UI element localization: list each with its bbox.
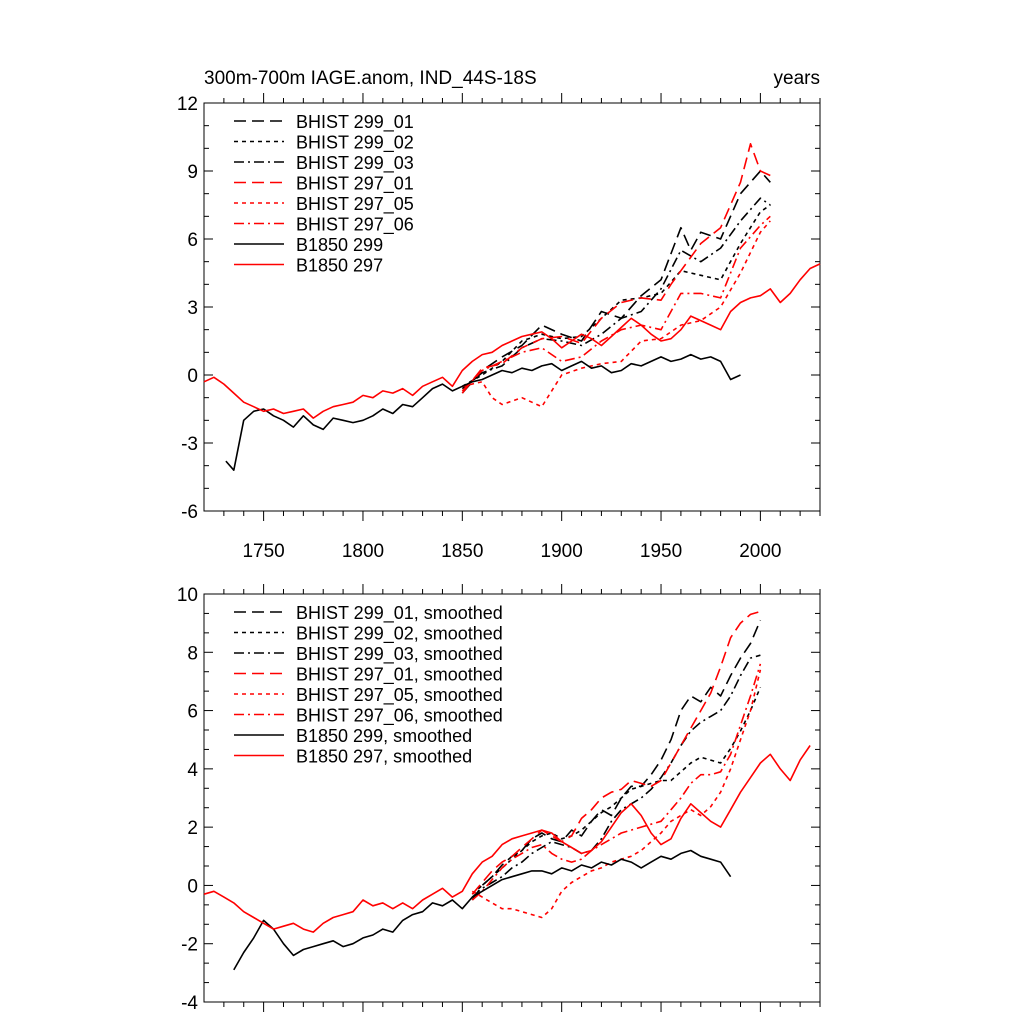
top-x-tick-label: 1800 — [342, 541, 384, 562]
bottom-series-group — [203, 610, 811, 971]
bottom-series-line-6 — [471, 663, 762, 901]
top-y-tick-label: -6 — [181, 502, 198, 523]
top-series-line-8 — [203, 263, 821, 419]
bottom-legend-label: BHIST 297_01, smoothed — [296, 665, 503, 686]
bottom-series-line-8 — [203, 745, 811, 933]
top-legend-label: B1850 297 — [296, 256, 383, 276]
top-series-line-4 — [461, 143, 771, 394]
top-series-line-6 — [461, 215, 771, 392]
top-x-tick-label: 1750 — [242, 541, 284, 562]
top-series-line-7 — [225, 353, 741, 472]
bottom-y-tick-label: -4 — [181, 993, 198, 1014]
bottom-series-line-7 — [233, 849, 732, 971]
top-series-group — [203, 143, 821, 472]
top-y-tick-label: 9 — [187, 162, 198, 183]
bottom-y-tick-label: 10 — [177, 585, 198, 606]
bottom-legend-label: B1850 299, smoothed — [296, 726, 472, 746]
top-legend-label: BHIST 297_06 — [296, 215, 414, 236]
top-series-line-3 — [461, 197, 771, 390]
top-y-tick-label: 3 — [187, 298, 198, 319]
bottom-y-tick-label: 6 — [187, 702, 198, 723]
bottom-legend-label: BHIST 299_02, smoothed — [296, 624, 503, 645]
top-series-line-1 — [461, 170, 771, 394]
top-legend-label: BHIST 299_01 — [296, 112, 414, 133]
bottom-legend-label: BHIST 299_01, smoothed — [296, 603, 503, 624]
bottom-y-tick-label: -2 — [181, 935, 198, 956]
bottom-legend-label: B1850 297, smoothed — [296, 747, 472, 767]
bottom-plot-frame — [203, 593, 821, 1003]
bottom-series-line-5 — [471, 669, 762, 919]
bottom-y-tick-label: 0 — [187, 876, 198, 897]
top-legend-label: B1850 299 — [296, 235, 383, 255]
top-chart-title: 300m-700m IAGE.anom, IND_44S-18S — [204, 68, 537, 89]
bottom-legend-label: BHIST 299_03, smoothed — [296, 644, 503, 665]
top-legend-label: BHIST 299_02 — [296, 133, 414, 154]
bottom-legend-label: BHIST 297_05, smoothed — [296, 685, 503, 706]
top-series-line-5 — [462, 220, 771, 408]
bottom-y-tick-label: 4 — [187, 760, 198, 781]
top-legend-label: BHIST 297_01 — [296, 174, 414, 195]
bottom-y-tick-label: 8 — [187, 643, 198, 664]
top-legend-label: BHIST 297_05 — [296, 194, 414, 215]
top-x-tick-label: 1950 — [640, 541, 682, 562]
top-y-tick-label: 6 — [187, 230, 198, 251]
top-chart-units: years — [774, 68, 820, 89]
bottom-series-line-4 — [471, 610, 761, 895]
top-panel: 300m-700m IAGE.anom, IND_44S-18S years -… — [177, 68, 821, 562]
top-y-tick-label: 12 — [177, 94, 198, 115]
top-x-tick-label: 1850 — [441, 541, 483, 562]
top-legend-label: BHIST 299_03 — [296, 153, 414, 174]
bottom-series-line-3 — [471, 654, 761, 898]
bottom-series-line-2 — [471, 686, 762, 895]
bottom-y-tick-label: 2 — [187, 818, 198, 839]
top-y-tick-label: 0 — [187, 366, 198, 387]
top-series-line-2 — [461, 204, 771, 387]
bottom-legend-label: BHIST 297_06, smoothed — [296, 706, 503, 727]
top-x-tick-label: 2000 — [739, 541, 781, 562]
top-y-tick-label: -3 — [181, 434, 198, 455]
top-x-tick-label: 1900 — [541, 541, 583, 562]
